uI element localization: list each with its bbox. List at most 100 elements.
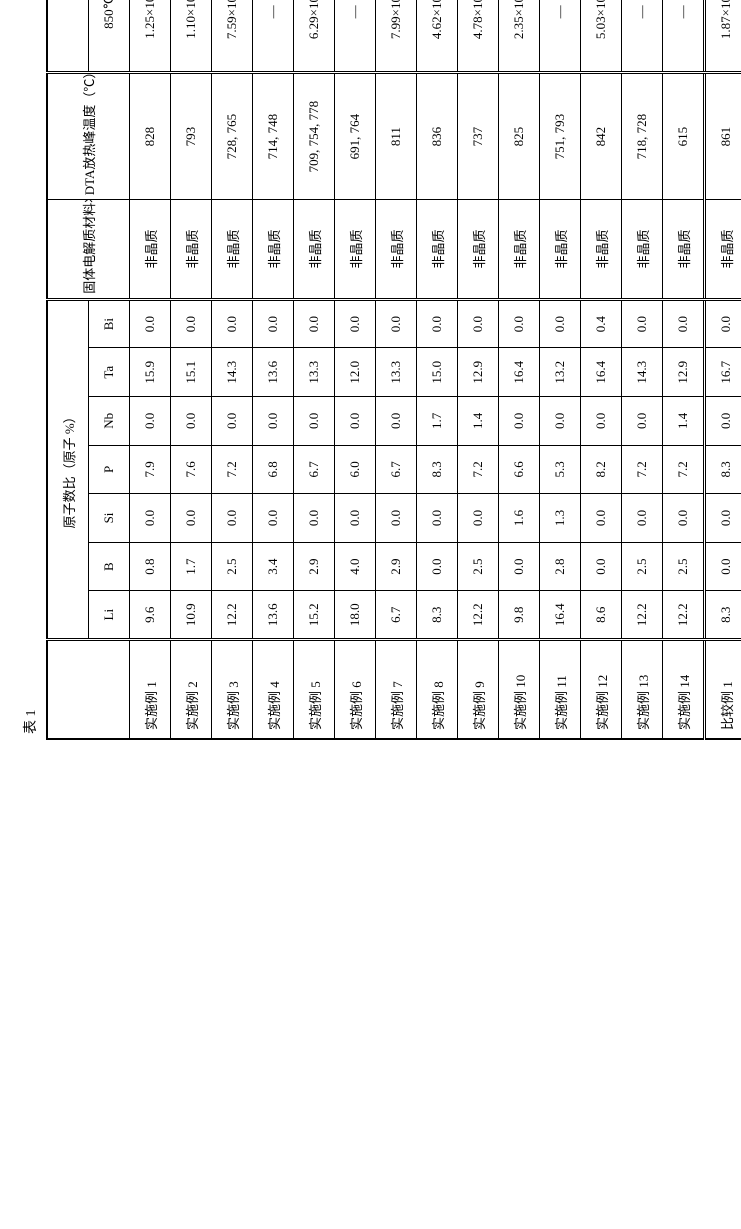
col-850: 850℃	[89, 0, 130, 73]
cell-c850: 6.29×10⁻⁴	[294, 0, 335, 73]
cell-b: 2.9	[376, 542, 417, 591]
table-row: 实施例 1412.22.50.07.21.412.90.0非晶质615——3.9…	[663, 0, 705, 739]
cell-b: 2.9	[294, 542, 335, 591]
col-si: Si	[89, 494, 130, 543]
table-row: 实施例 76.72.90.06.70.013.30.0非晶质8117.99×10…	[376, 0, 417, 739]
cell-ta: 15.1	[171, 348, 212, 397]
cell-li: 12.2	[622, 591, 663, 640]
cell-dta: 811	[376, 73, 417, 200]
cell-nb: 0.0	[499, 397, 540, 446]
cell-dta: 728, 765	[212, 73, 253, 200]
cell-ta: 12.9	[663, 348, 705, 397]
cell-bi: 0.0	[622, 299, 663, 348]
cell-si: 0.0	[705, 494, 741, 543]
cell-dta: 836	[417, 73, 458, 200]
cell-li: 9.6	[130, 591, 171, 640]
cell-nb: 0.0	[540, 397, 581, 446]
cell-label: 实施例 12	[581, 639, 622, 739]
cell-si: 0.0	[253, 494, 294, 543]
cell-ta: 15.0	[417, 348, 458, 397]
cell-dta: 751, 793	[540, 73, 581, 200]
table-head: 原子数比（原子 %） 固体电解质材料状态 DTA放热峰温度（℃） 总电导率（S …	[47, 0, 130, 739]
cell-si: 0.0	[376, 494, 417, 543]
cell-ta: 16.4	[499, 348, 540, 397]
cell-li: 18.0	[335, 591, 376, 640]
cell-c850: 7.59×10⁻⁴	[212, 0, 253, 73]
cell-p: 8.3	[417, 445, 458, 494]
cell-label: 实施例 13	[622, 639, 663, 739]
cell-c850: 5.03×10⁻⁴	[581, 0, 622, 73]
cell-p: 6.6	[499, 445, 540, 494]
cell-state: 非晶质	[705, 200, 741, 300]
cell-state: 非晶质	[253, 200, 294, 300]
cell-nb: 0.0	[335, 397, 376, 446]
cell-b: 4.0	[335, 542, 376, 591]
colgroup-atomic: 原子数比（原子 %）	[47, 299, 89, 639]
cell-dta: 691, 764	[335, 73, 376, 200]
cell-p: 8.2	[581, 445, 622, 494]
cell-c850: 2.35×10⁻⁴	[499, 0, 540, 73]
table-row: 实施例 109.80.01.66.60.016.40.0非晶质8252.35×1…	[499, 0, 540, 739]
cell-ta: 13.6	[253, 348, 294, 397]
col-p: P	[89, 445, 130, 494]
cell-label: 实施例 10	[499, 639, 540, 739]
cell-label: 实施例 14	[663, 639, 705, 739]
cell-nb: 0.0	[253, 397, 294, 446]
cell-state: 非晶质	[581, 200, 622, 300]
cell-bi: 0.0	[171, 299, 212, 348]
cell-dta: 737	[458, 73, 499, 200]
cell-label: 实施例 11	[540, 639, 581, 739]
cell-state: 非晶质	[212, 200, 253, 300]
cell-c850: 1.10×10⁻³	[171, 0, 212, 73]
cell-li: 8.3	[705, 591, 741, 640]
cell-p: 6.0	[335, 445, 376, 494]
colgroup-state: 固体电解质材料状态	[47, 200, 130, 300]
cell-nb: 0.0	[130, 397, 171, 446]
cell-c850: 7.99×10⁻⁴	[376, 0, 417, 73]
cell-bi: 0.0	[376, 299, 417, 348]
table-caption: 表 1	[20, 0, 40, 734]
cell-c850: 4.78×10⁻⁴	[458, 0, 499, 73]
cell-state: 非晶质	[417, 200, 458, 300]
cell-p: 7.2	[458, 445, 499, 494]
cell-state: 非晶质	[499, 200, 540, 300]
cell-p: 7.2	[622, 445, 663, 494]
cell-p: 8.3	[705, 445, 741, 494]
cell-li: 10.9	[171, 591, 212, 640]
cell-c850: —	[663, 0, 705, 73]
cell-bi: 0.0	[253, 299, 294, 348]
cell-b: 0.0	[417, 542, 458, 591]
cell-p: 7.9	[130, 445, 171, 494]
cell-b: 1.7	[171, 542, 212, 591]
cell-bi: 0.0	[499, 299, 540, 348]
cell-b: 2.5	[458, 542, 499, 591]
table-row: 比较例 18.30.00.08.30.016.70.0非晶质8611.87×10…	[705, 0, 741, 739]
cell-p: 6.7	[376, 445, 417, 494]
cell-bi: 0.0	[212, 299, 253, 348]
cell-state: 非晶质	[376, 200, 417, 300]
cell-p: 7.6	[171, 445, 212, 494]
cell-state: 非晶质	[540, 200, 581, 300]
cell-dta: 825	[499, 73, 540, 200]
cell-p: 6.7	[294, 445, 335, 494]
cell-nb: 0.0	[705, 397, 741, 446]
col-rowlabel	[47, 639, 130, 739]
cell-b: 2.8	[540, 542, 581, 591]
cell-label: 实施例 1	[130, 639, 171, 739]
cell-li: 16.4	[540, 591, 581, 640]
cell-ta: 12.0	[335, 348, 376, 397]
cell-bi: 0.0	[705, 299, 741, 348]
table-row: 实施例 1116.42.81.35.30.013.20.0非晶质751, 793…	[540, 0, 581, 739]
cell-dta: 709, 754, 778	[294, 73, 335, 200]
cell-nb: 0.0	[581, 397, 622, 446]
cell-dta: 861	[705, 73, 741, 200]
cell-b: 3.4	[253, 542, 294, 591]
cell-li: 6.7	[376, 591, 417, 640]
cell-bi: 0.4	[581, 299, 622, 348]
table-row: 实施例 912.22.50.07.21.412.90.0非晶质7374.78×1…	[458, 0, 499, 739]
cell-li: 8.6	[581, 591, 622, 640]
cell-c850: —	[335, 0, 376, 73]
cell-nb: 1.4	[663, 397, 705, 446]
cell-nb: 0.0	[212, 397, 253, 446]
table-row: 实施例 515.22.90.06.70.013.30.0非晶质709, 754,…	[294, 0, 335, 739]
